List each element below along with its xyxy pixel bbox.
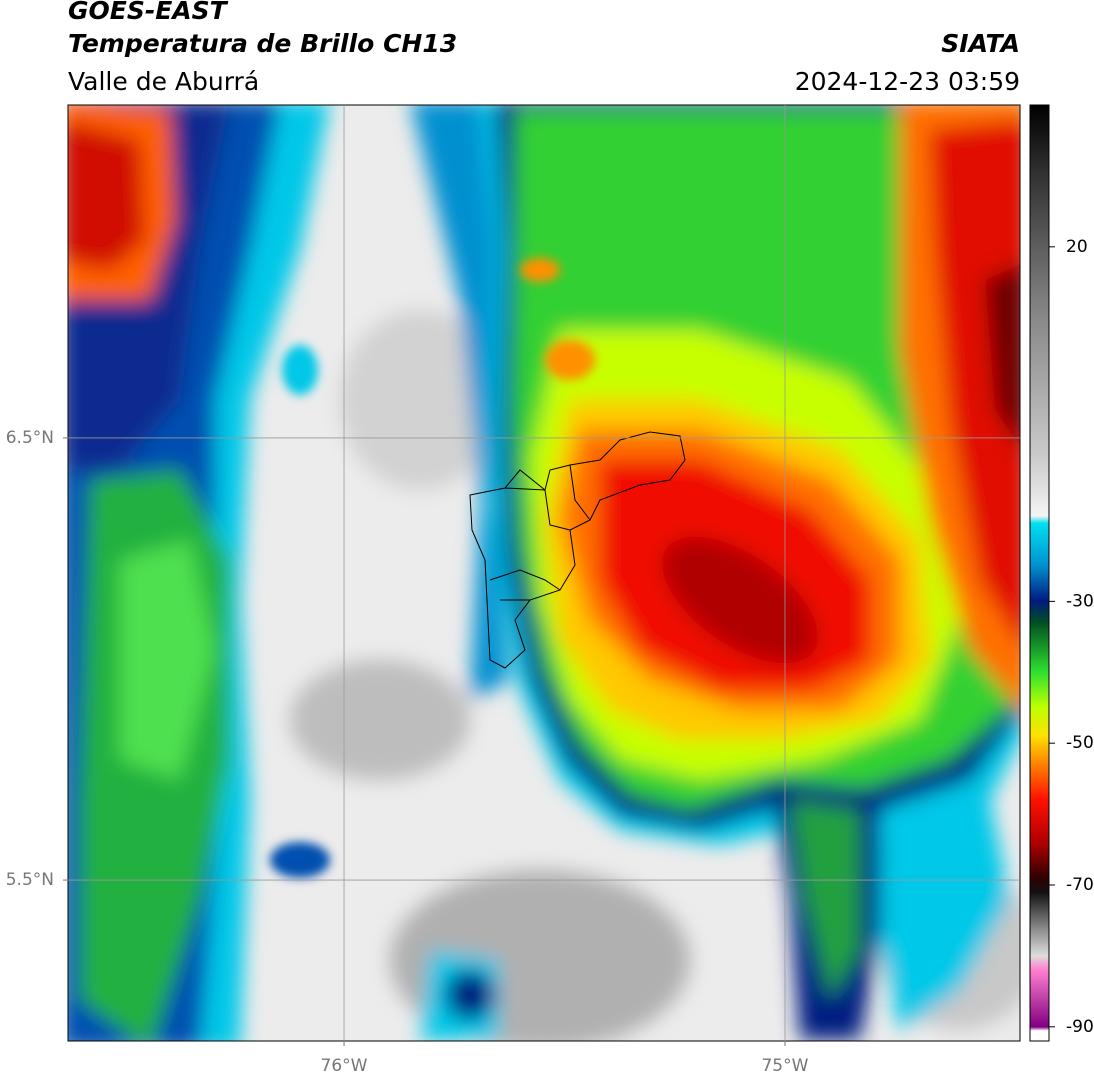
x-tick-label: 76°W — [321, 1056, 368, 1076]
colorbar — [1029, 104, 1050, 1042]
y-tick-label: 5.5°N — [6, 870, 54, 890]
region: Valle de Aburrá — [68, 67, 259, 96]
x-tick-label: 75°W — [761, 1056, 808, 1076]
colorbar-tick-label: -30 — [1066, 591, 1094, 611]
colorbar-tick-label: -70 — [1066, 875, 1094, 895]
colorbar-tick-label: -90 — [1066, 1017, 1094, 1037]
y-tick-label: 6.5°N — [6, 428, 54, 448]
source: SIATA — [941, 29, 1020, 58]
timestamp: 2024-12-23 03:59 — [795, 67, 1020, 96]
map-frame — [67, 104, 1021, 1042]
colorbar-tick-label: 20 — [1066, 237, 1088, 257]
title: GOES-EAST — [68, 0, 229, 25]
subtitle: Temperatura de Brillo CH13 — [68, 29, 457, 58]
colorbar-tick-label: -50 — [1066, 733, 1094, 753]
satellite-image — [68, 105, 1020, 1041]
